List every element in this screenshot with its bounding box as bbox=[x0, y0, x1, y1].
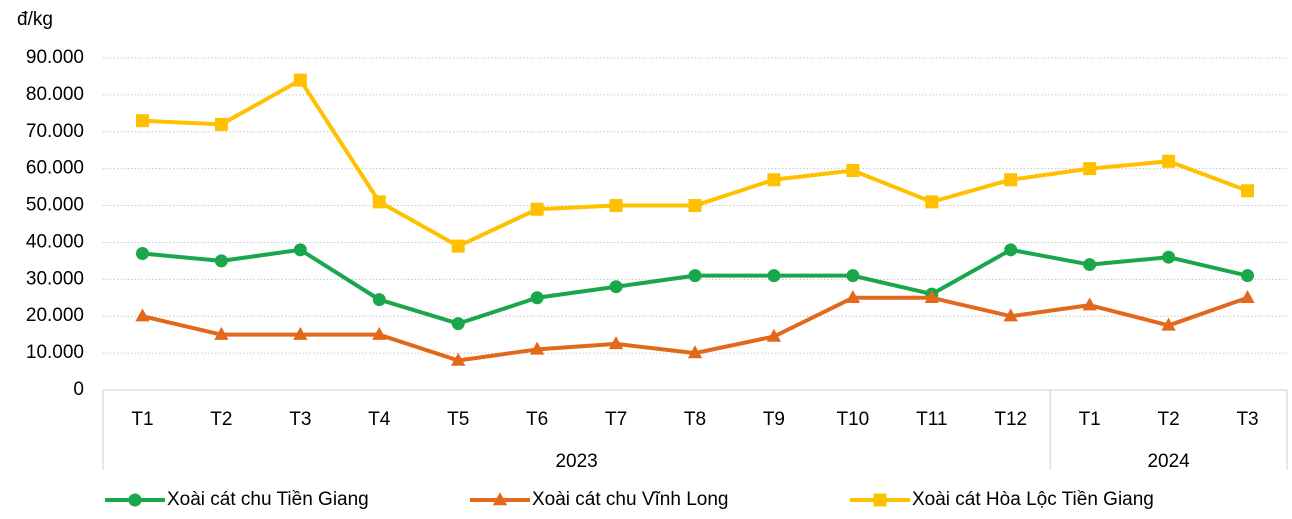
point bbox=[1241, 269, 1255, 283]
legend-label: Xoài cát chu Tiền Giang bbox=[167, 489, 369, 510]
x-tick-label: T1 bbox=[1079, 409, 1101, 430]
y-tick-label: 20.000 bbox=[26, 305, 84, 326]
y-tick-label: 50.000 bbox=[26, 195, 84, 216]
point bbox=[530, 291, 544, 305]
point bbox=[845, 289, 861, 303]
series-line bbox=[142, 78, 1249, 249]
point bbox=[766, 328, 782, 342]
y-tick-label: 90.000 bbox=[26, 47, 84, 68]
point bbox=[1241, 184, 1255, 198]
point bbox=[293, 243, 307, 257]
y-unit: đ/kg bbox=[17, 9, 53, 30]
y-tick-label: 70.000 bbox=[26, 121, 84, 142]
point bbox=[688, 269, 702, 283]
legend-label: Xoài cát chu Vĩnh Long bbox=[532, 489, 728, 510]
y-tick-label: 0 bbox=[73, 379, 84, 400]
x-tick-label: T4 bbox=[368, 409, 391, 430]
point bbox=[687, 345, 703, 359]
point bbox=[135, 114, 149, 128]
y-tick-label: 40.000 bbox=[26, 231, 84, 252]
x-tick-label: T8 bbox=[684, 409, 706, 430]
x-tick-label: T6 bbox=[526, 409, 548, 430]
point bbox=[688, 199, 702, 213]
point bbox=[767, 269, 781, 283]
x-tick-label: T3 bbox=[289, 409, 311, 430]
point bbox=[925, 195, 939, 209]
legend-marker bbox=[492, 492, 508, 506]
point bbox=[1083, 258, 1097, 272]
point bbox=[1161, 317, 1176, 331]
x-tick-label: T2 bbox=[1158, 409, 1180, 430]
x-tick-label: T2 bbox=[210, 409, 232, 430]
x-tick-label: T11 bbox=[916, 409, 947, 430]
point bbox=[293, 73, 307, 87]
point bbox=[293, 326, 308, 340]
point bbox=[451, 352, 466, 366]
point bbox=[1004, 173, 1018, 187]
point bbox=[846, 164, 860, 178]
point bbox=[451, 239, 465, 253]
point bbox=[214, 117, 228, 131]
point bbox=[214, 326, 229, 340]
x-tick-label: T9 bbox=[763, 409, 785, 430]
legend-marker bbox=[873, 493, 887, 507]
point bbox=[1004, 243, 1018, 257]
point bbox=[846, 269, 860, 283]
x-tick-label: T7 bbox=[605, 409, 627, 430]
x-tick-label: T10 bbox=[836, 409, 869, 430]
point bbox=[1082, 297, 1097, 311]
point bbox=[372, 195, 386, 209]
point bbox=[529, 341, 545, 355]
point bbox=[608, 336, 624, 350]
x-tick-label: T3 bbox=[1236, 409, 1258, 430]
group-label: 2024 bbox=[1147, 451, 1190, 472]
series-line bbox=[142, 247, 1248, 326]
point bbox=[135, 247, 149, 261]
point bbox=[451, 317, 465, 331]
point bbox=[1162, 154, 1176, 168]
point bbox=[372, 293, 386, 307]
point bbox=[372, 326, 387, 340]
point bbox=[609, 280, 623, 294]
y-tick-label: 80.000 bbox=[26, 84, 84, 105]
point bbox=[767, 173, 781, 187]
x-tick-label: T1 bbox=[131, 409, 153, 430]
point bbox=[1083, 162, 1097, 176]
point bbox=[609, 199, 623, 213]
point bbox=[530, 202, 544, 216]
y-tick-label: 60.000 bbox=[26, 158, 84, 179]
y-tick-label: 30.000 bbox=[26, 268, 84, 289]
point bbox=[924, 289, 939, 303]
y-tick-label: 10.000 bbox=[26, 342, 84, 363]
legend-label: Xoài cát Hòa Lộc Tiền Giang bbox=[912, 489, 1154, 510]
x-tick-label: T12 bbox=[994, 409, 1027, 430]
x-tick-label: T5 bbox=[447, 409, 469, 430]
group-label: 2023 bbox=[555, 451, 597, 472]
point bbox=[1240, 289, 1255, 303]
legend-marker bbox=[128, 493, 142, 507]
point bbox=[1003, 308, 1018, 322]
point bbox=[214, 254, 228, 268]
point bbox=[1162, 250, 1176, 264]
point bbox=[135, 308, 150, 322]
